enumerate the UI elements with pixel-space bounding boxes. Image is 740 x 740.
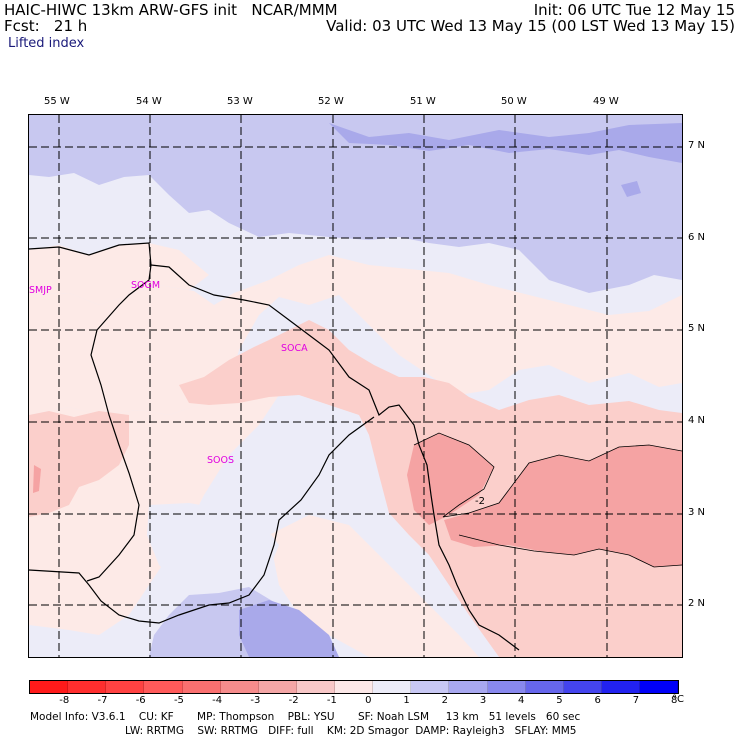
- colorbar-segment: [525, 681, 564, 693]
- forecast-hour: Fcst: 21 h: [4, 17, 88, 35]
- positive-3-area: [239, 600, 339, 657]
- map-panel: SMJP SOGM SOCA SOOS -2: [28, 114, 683, 658]
- colorbar-segment: [487, 681, 526, 693]
- colorbar-segment: [296, 681, 335, 693]
- negative-3-area: [407, 433, 494, 525]
- positive-3-area: [329, 123, 682, 163]
- negative-3-area: [444, 445, 682, 567]
- model-info-line2: LW: RRTMG SW: RRTMG DIFF: full KM: 2D Sm…: [125, 725, 577, 737]
- colorbar-segment: [563, 681, 602, 693]
- init-time: Init: 06 UTC Tue 12 May 15: [533, 1, 735, 19]
- colorbar-tick-label: -7: [97, 695, 108, 706]
- colorbar-tick-label: 2: [441, 695, 448, 706]
- lon-label: 50 W: [501, 96, 527, 107]
- negative-2-area: [29, 411, 129, 517]
- colorbar-tick-label: 6: [594, 695, 601, 706]
- colorbar-tick-label: 1: [403, 695, 410, 706]
- lat-label: 6 N: [688, 232, 706, 243]
- colorbar-unit: °C: [672, 694, 684, 705]
- colorbar-tick-label: -5: [173, 695, 184, 706]
- station-label: SOCA: [281, 343, 308, 354]
- colorbar-tick-label: -3: [250, 695, 261, 706]
- colorbar-segment: [411, 681, 450, 693]
- colorbar-tick-label: 3: [479, 695, 487, 706]
- colorbar-tick-label: 7: [632, 695, 640, 706]
- colorbar-segment: [182, 681, 221, 693]
- negative-3-area: [33, 465, 41, 493]
- lon-label: 49 W: [593, 96, 619, 107]
- colorbar-segment: [640, 681, 679, 693]
- colorbar-segment: [68, 681, 107, 693]
- colorbar-tick-label: -8: [59, 695, 70, 706]
- station-label: SMJP: [29, 285, 52, 296]
- positive-3-area: [621, 181, 641, 197]
- colorbar-tick-label: 4: [518, 695, 525, 706]
- colorbar-tick-label: -1: [326, 695, 337, 706]
- colorbar-segment: [258, 681, 297, 693]
- lat-label: 7 N: [688, 140, 706, 151]
- run-title: HAIC-HIWC 13km ARW-GFS init NCAR/MMM: [4, 1, 338, 19]
- colorbar-segment: [335, 681, 374, 693]
- colorbar-segment: [220, 681, 259, 693]
- colorbar-tick-label: 5: [556, 695, 563, 706]
- lon-label: 53 W: [227, 96, 253, 107]
- colorbar-segment: [30, 681, 69, 693]
- colorbar-segment: [601, 681, 640, 693]
- positive-2-area: [29, 115, 682, 293]
- border-line: [29, 242, 152, 582]
- border-line: [29, 416, 375, 624]
- colorbar-tick-label: 8: [671, 695, 678, 706]
- colorbar-segment: [144, 681, 183, 693]
- colorbar: [29, 680, 679, 694]
- valid-time: Valid: 03 UTC Wed 13 May 15 (00 LST Wed …: [326, 17, 735, 35]
- colorbar-tick-label: -4: [212, 695, 223, 706]
- negative-1-area: [29, 255, 682, 415]
- colorbar-segment: [373, 681, 412, 693]
- graticule: [29, 115, 682, 657]
- colorbar-segment: [449, 681, 488, 693]
- model-info-line1: Model Info: V3.6.1 CU: KF MP: Thompson P…: [30, 711, 581, 723]
- lat-label: 3 N: [688, 507, 706, 518]
- contour-label: -2: [475, 496, 485, 507]
- lifted-index-map: SMJP SOGM SOCA SOOS -2: [29, 115, 682, 657]
- colorbar-segment: [106, 681, 145, 693]
- negative-1-area: [29, 243, 209, 305]
- station-label: SOOS: [207, 455, 234, 466]
- contour-line: [413, 432, 682, 518]
- field-name: Lifted index: [8, 36, 85, 51]
- lat-label: 2 N: [688, 598, 706, 609]
- contour-line: [458, 534, 682, 568]
- lon-label: 54 W: [136, 96, 162, 107]
- negative-1-area: [269, 515, 479, 657]
- positive-1-area: [147, 503, 279, 590]
- lon-label: 51 W: [410, 96, 436, 107]
- colorbar-tick-label: -2: [288, 695, 299, 706]
- colorbar-tick-label: -6: [135, 695, 146, 706]
- lat-label: 4 N: [688, 415, 706, 426]
- station-label: SOGM: [131, 280, 160, 291]
- lat-label: 5 N: [688, 323, 706, 334]
- border-line: [150, 264, 520, 651]
- lon-label: 55 W: [44, 96, 70, 107]
- colorbar-tick-label: 0: [365, 695, 372, 706]
- lon-label: 52 W: [318, 96, 344, 107]
